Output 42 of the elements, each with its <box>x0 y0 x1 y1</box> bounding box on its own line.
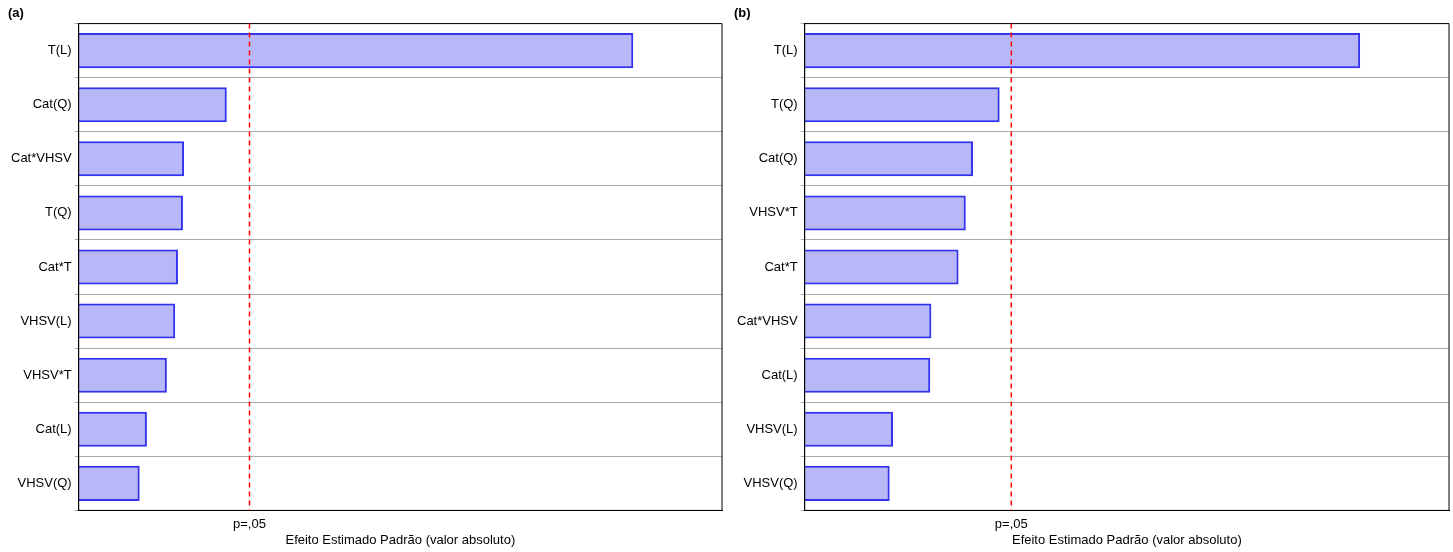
bar <box>78 303 176 339</box>
y-tick-label: VHSV*T <box>23 366 72 382</box>
y-tick-label: Cat*T <box>764 258 798 274</box>
y-tick-label: VHSV(L) <box>20 312 72 328</box>
y-tick-label: Cat*VHSV <box>736 312 799 328</box>
bar <box>78 195 183 231</box>
chart-title: (a) <box>8 5 24 21</box>
bar <box>78 33 634 69</box>
bar <box>78 249 178 285</box>
bar <box>78 141 185 177</box>
bar <box>78 465 140 501</box>
bar <box>804 303 932 339</box>
bar <box>804 195 966 231</box>
bar <box>78 411 147 447</box>
x-axis-title: Efeito Estimado Padrão (valor absoluto) <box>285 531 516 547</box>
y-tick-label: VHSV(Q) <box>743 474 798 490</box>
ref-line-label: p=,05 <box>994 516 1028 532</box>
bar <box>804 87 1000 123</box>
y-tick-label: Cat(Q) <box>32 96 72 112</box>
y-tick-label: T(Q) <box>770 96 798 112</box>
y-tick-label: Cat*T <box>38 258 72 274</box>
chart-title: (b) <box>734 5 751 21</box>
bar <box>804 465 890 501</box>
y-tick-label: Cat(L) <box>761 366 798 382</box>
bar <box>78 87 227 123</box>
y-tick-label: T(Q) <box>44 204 72 220</box>
y-tick-label: VHSV(Q) <box>17 474 72 490</box>
y-tick-label: VHSV(L) <box>746 420 798 436</box>
x-axis-title: Efeito Estimado Padrão (valor absoluto) <box>1011 531 1242 547</box>
y-tick-label: VHSV*T <box>749 204 798 220</box>
y-tick-label: Cat*VHSV <box>10 150 73 166</box>
y-tick-label: Cat(Q) <box>758 150 798 166</box>
bar <box>804 141 973 177</box>
ref-line-label: p=,05 <box>233 516 266 532</box>
bar <box>804 411 894 447</box>
bar <box>804 357 931 393</box>
y-tick-label: T(L) <box>773 42 798 58</box>
bar <box>78 357 167 393</box>
y-tick-label: T(L) <box>47 42 72 58</box>
bar <box>804 33 1361 69</box>
bar <box>804 249 959 285</box>
y-tick-label: Cat(L) <box>35 420 72 436</box>
